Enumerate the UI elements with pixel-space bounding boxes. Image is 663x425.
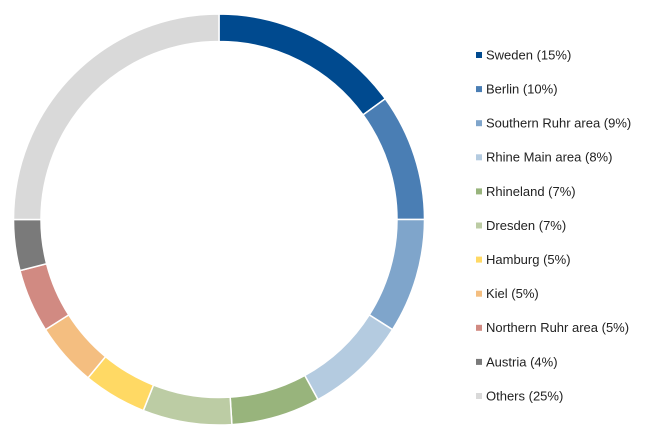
legend-marker bbox=[476, 324, 482, 331]
legend-marker bbox=[476, 222, 482, 229]
legend-marker bbox=[476, 52, 482, 58]
legend-label: Northern Ruhr area (5%) bbox=[486, 320, 629, 335]
legend-marker bbox=[476, 154, 482, 161]
donut-segment bbox=[19, 262, 70, 331]
legend-marker bbox=[476, 256, 482, 263]
legend-marker bbox=[476, 120, 482, 127]
legend-marker bbox=[476, 358, 482, 365]
donut-segment bbox=[368, 218, 426, 331]
legend-marker bbox=[476, 290, 482, 297]
donut-segment bbox=[12, 218, 48, 272]
donut-segment bbox=[12, 13, 220, 221]
donut-segment bbox=[361, 97, 426, 221]
donut-segment bbox=[142, 384, 233, 425]
donut-segment bbox=[229, 374, 320, 425]
legend-label: Rhineland (7%) bbox=[486, 184, 576, 199]
legend-label: Kiel (5%) bbox=[486, 286, 539, 301]
legend-label: Southern Ruhr area (9%) bbox=[486, 116, 631, 131]
legend-marker bbox=[476, 188, 482, 195]
legend-label: Austria (4%) bbox=[486, 354, 558, 369]
legend-label: Berlin (10%) bbox=[486, 82, 558, 97]
legend-label: Hamburg (5%) bbox=[486, 252, 571, 267]
legend-label: Rhine Main area (8%) bbox=[486, 150, 612, 165]
legend-marker bbox=[476, 86, 482, 93]
legend-marker bbox=[476, 393, 482, 399]
legend-label: Dresden (7%) bbox=[486, 218, 566, 233]
legend-label: Others (25%) bbox=[486, 388, 563, 403]
donut-segment bbox=[218, 13, 387, 116]
legend-label: Sweden (15%) bbox=[486, 47, 571, 62]
donut-segment bbox=[303, 313, 394, 401]
